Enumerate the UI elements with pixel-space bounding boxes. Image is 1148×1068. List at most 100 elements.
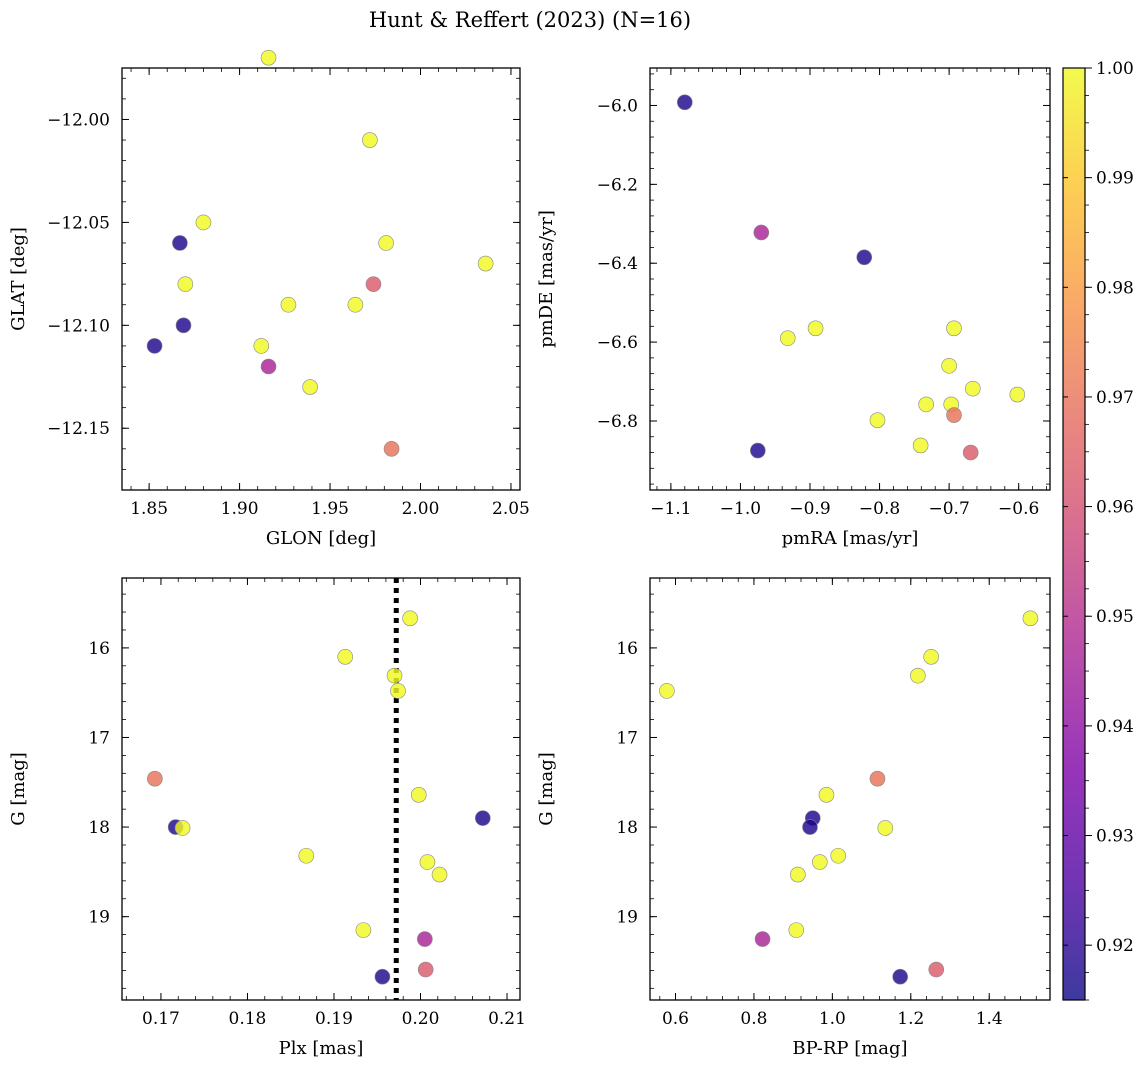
scatter-point (912, 437, 929, 454)
colorbar-tick-label: 0.95 (1096, 607, 1134, 627)
scatter-point (676, 94, 693, 111)
scatter-point (910, 667, 926, 684)
colorbar-tick-label: 0.94 (1096, 717, 1134, 737)
x-tick-label: 0.19 (315, 1009, 353, 1029)
scatter-point (923, 649, 939, 665)
y-tick-label: −12.05 (47, 213, 110, 233)
scatter-point (402, 610, 418, 627)
y-axis-label: GLAT [deg] (8, 227, 29, 331)
scatter-point (347, 296, 364, 313)
scatter-point (386, 667, 403, 684)
x-axis-label: pmRA [mas/yr] (782, 528, 919, 549)
colorbar-tick-label: 1.00 (1096, 59, 1134, 79)
colorbar-tick-label: 0.99 (1096, 169, 1134, 189)
scatter-point (928, 961, 945, 978)
x-tick-label: −1.0 (720, 499, 761, 519)
colorbar-tick-label: 0.92 (1096, 936, 1134, 956)
scatter-point (172, 235, 188, 251)
scatter-point (374, 968, 391, 985)
scatter-point (1022, 610, 1039, 627)
x-tick-label: 2.00 (402, 499, 440, 519)
x-tick-label: 1.90 (221, 499, 259, 519)
y-tick-label: 18 (616, 818, 638, 838)
colorbar: 0.92 0.93 0.94 0.95 0.96 0.97 0.98 0.99 1.00 (1062, 59, 1134, 1001)
scatter-point (177, 276, 194, 292)
colorbar-tick-label: 0.93 (1096, 827, 1134, 847)
scatter-point (417, 931, 433, 947)
x-axis-label: Plx [mas] (279, 1038, 364, 1059)
scatter-point (869, 770, 886, 787)
y-axis-label: G [mag] (536, 752, 557, 825)
scatter-point (964, 380, 981, 397)
y-tick-label: 19 (616, 908, 638, 928)
scatter-point (417, 961, 434, 978)
y-tick-label: 17 (616, 728, 638, 748)
x-axis-label: BP-RP [mag] (792, 1038, 907, 1059)
scatter-point (753, 224, 770, 241)
x-tick-label: 0.18 (229, 1009, 267, 1029)
x-tick-label: 0.17 (142, 1009, 180, 1029)
axes-frame (649, 577, 1051, 1001)
scatter-point (754, 931, 771, 947)
scatter-point (477, 255, 494, 272)
scatter-point (474, 810, 491, 826)
panel-bprp-g: 0.6 0.8 1.0 1.2 1.4 16 17 18 19 BP-RP [mag] G [mag… (536, 577, 1051, 1059)
x-tick-label: −0.7 (928, 499, 969, 519)
colorbar-tick-label: 0.98 (1096, 278, 1134, 298)
y-tick-label: −6.4 (597, 254, 638, 274)
colorbar-tick-label: 0.96 (1096, 498, 1134, 518)
scatter-point (362, 132, 378, 148)
x-tick-label: 0.8 (740, 1009, 767, 1029)
axes-frame (121, 577, 521, 1001)
y-tick-label: −6.2 (597, 175, 638, 195)
scatter-point (302, 379, 318, 395)
scatter-point (195, 214, 212, 231)
x-tick-label: 2.05 (492, 499, 530, 519)
scatter-point (918, 396, 934, 413)
axes-frame (649, 67, 1051, 491)
scatter-point (174, 820, 191, 836)
y-tick-label: −6.6 (597, 333, 638, 353)
scatter-point (790, 866, 806, 883)
x-tick-label: 0.20 (402, 1009, 440, 1029)
x-tick-label: 1.85 (130, 499, 168, 519)
scatter-point (962, 444, 979, 461)
colorbar-gradient (1062, 67, 1086, 1001)
y-tick-label: −6.0 (597, 96, 638, 116)
scatter-point (410, 787, 427, 803)
scatter-point (175, 317, 192, 334)
scatter-point (877, 820, 894, 836)
scatter-point (337, 649, 354, 665)
axes-frame (121, 67, 521, 491)
scatter-point (659, 683, 675, 699)
x-tick-label: −0.6 (998, 499, 1039, 519)
scatter-point (830, 847, 847, 864)
panel-plx-g: 0.17 0.18 0.19 0.20 0.21 16 17 18 19 Plx [mas] G [… (8, 577, 526, 1059)
figure-title: Hunt & Reffert (2023) (N=16) (369, 8, 691, 32)
scatter-point (147, 770, 163, 787)
x-tick-label: −0.9 (789, 499, 830, 519)
scatter-point (280, 296, 297, 313)
x-tick-label: 1.2 (897, 1009, 924, 1029)
scatter-point (146, 338, 163, 354)
y-tick-label: −12.15 (47, 419, 110, 439)
scatter-point (260, 358, 277, 375)
scatter-point (946, 320, 962, 337)
scatter-point (807, 320, 824, 337)
y-tick-label: 16 (88, 639, 110, 659)
y-tick-label: 19 (88, 908, 110, 928)
scatter-point (1009, 386, 1026, 403)
scatter-point (378, 235, 394, 251)
x-tick-label: 0.21 (488, 1009, 526, 1029)
x-tick-label: −1.1 (650, 499, 691, 519)
y-tick-label: 17 (88, 728, 110, 748)
y-tick-label: −12.00 (47, 110, 110, 130)
x-tick-label: 0.6 (662, 1009, 689, 1029)
scatter-point (253, 338, 270, 354)
scatter-point (750, 442, 766, 459)
x-tick-label: 1.4 (976, 1009, 1003, 1029)
x-tick-label: 1.0 (819, 1009, 846, 1029)
scatter-point (941, 357, 957, 374)
x-axis-label: GLON [deg] (266, 528, 376, 549)
